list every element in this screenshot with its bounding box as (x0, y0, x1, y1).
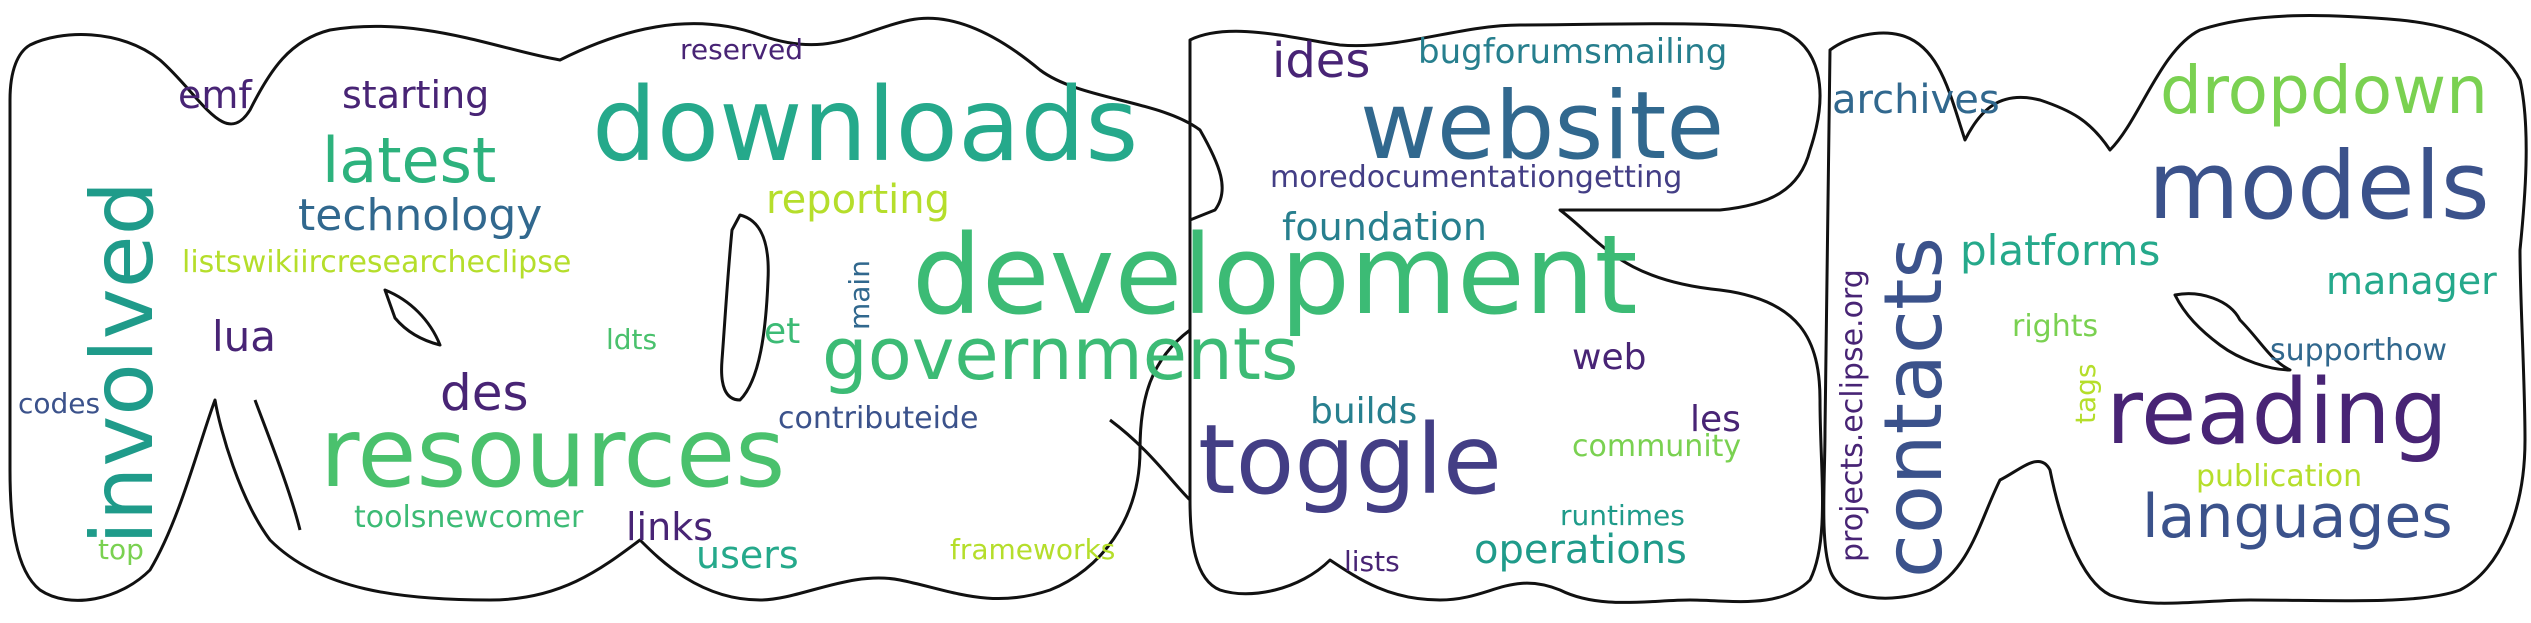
word-ldts: ldts (606, 323, 658, 356)
word-contacts: contacts (1867, 236, 1960, 578)
word-downloads: downloads (592, 66, 1139, 185)
word-manager: manager (2326, 259, 2497, 303)
word-platforms: platforms (1960, 226, 2161, 275)
word-community: community (1572, 429, 1742, 464)
word-listswikiircresearcheclipse: listswikiircresearcheclipse (182, 245, 572, 280)
word-operations: operations (1474, 527, 1687, 573)
word-frameworks: frameworks (950, 533, 1116, 566)
word-development: development (912, 211, 1638, 339)
mask-notch-5 (2173, 292, 2292, 372)
word-tags: tags (2069, 363, 2102, 425)
word-les: les (1690, 399, 1741, 440)
word-ides: ides (1272, 33, 1371, 89)
word-languages: languages (2142, 482, 2453, 552)
word-reading: reading (2106, 360, 2448, 465)
word-builds: builds (1310, 391, 1418, 432)
word-foundation: foundation (1282, 205, 1487, 249)
word-technology: technology (298, 190, 543, 241)
word-links: links (626, 505, 714, 549)
word-moredocumentationgetting: moredocumentationgetting (1270, 160, 1683, 195)
word-lua: lua (212, 312, 277, 361)
word-users: users (696, 533, 799, 577)
word-emf: emf (178, 73, 252, 117)
word-toolsnewcomer: toolsnewcomer (354, 500, 584, 535)
mask-shape-3 (1822, 14, 2528, 605)
word-reserved: reserved (680, 33, 804, 66)
word-latest: latest (322, 124, 497, 197)
word-bugforumsmailing: bugforumsmailing (1418, 32, 1728, 72)
word-starting: starting (342, 73, 490, 117)
word-projects-eclipse-org: projects.eclipse.org (1835, 269, 1870, 562)
word-runtimes: runtimes (1560, 499, 1685, 532)
word-archives: archives (1832, 77, 2000, 123)
word-supporthow: supporthow (2270, 333, 2448, 368)
mask-notch-2 (720, 213, 770, 402)
word-top: top (98, 533, 144, 566)
word-toggle: toggle (1198, 404, 1502, 516)
word-reporting: reporting (766, 177, 951, 223)
mask-notch-3 (253, 399, 302, 531)
word-website: website (1360, 72, 1725, 181)
word-dropdown: dropdown (2160, 52, 2488, 129)
word-contributeide: contributeide (778, 401, 979, 436)
word-et: et (764, 311, 801, 352)
word-governments: governments (822, 312, 1299, 396)
word-des: des (440, 364, 529, 422)
mask-notch-1 (383, 288, 442, 347)
word-involved: involved (73, 180, 173, 545)
word-resources: resources (320, 397, 786, 509)
word-lists: lists (1344, 545, 1400, 578)
word-main: main (843, 260, 876, 330)
word-rights: rights (2012, 309, 2099, 344)
word-models: models (2148, 132, 2490, 241)
word-publication: publication (2196, 459, 2363, 494)
word-codes: codes (18, 387, 101, 420)
word-web: web (1572, 337, 1647, 378)
mask-notch-4 (1109, 418, 1192, 502)
mask-shape-1 (8, 16, 1224, 602)
mask-shape-2 (1188, 22, 1824, 604)
